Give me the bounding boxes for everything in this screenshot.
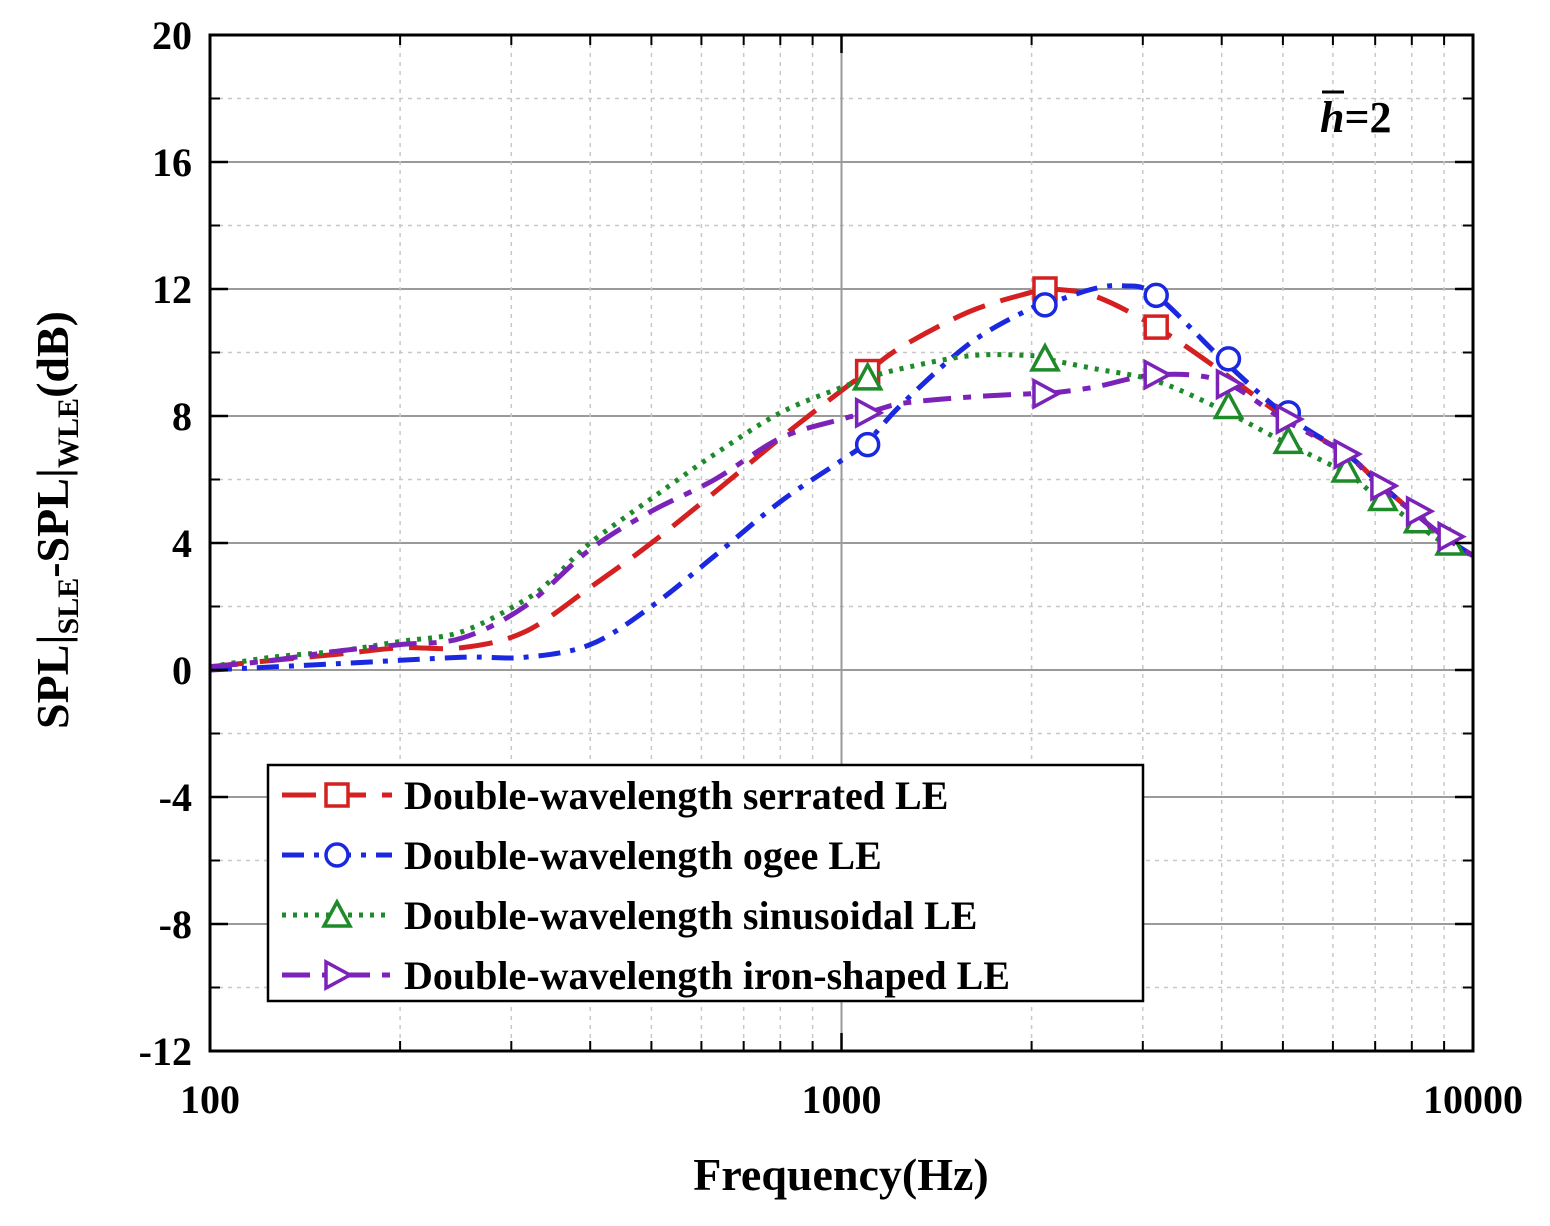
series-3	[210, 358, 1473, 670]
y-title-part: SPL|	[27, 634, 78, 729]
y-tick-label: -12	[139, 1029, 192, 1074]
data-point	[1215, 368, 1246, 401]
legend-label: Double-wavelength ogee LE	[404, 833, 882, 878]
legend-swatch-marker	[324, 959, 354, 991]
legend-entry: Double-wavelength iron-shaped LE	[282, 953, 1010, 998]
y-tick-label: 4	[172, 521, 192, 566]
x-tick-label: 10000	[1423, 1077, 1523, 1122]
y-title-sub: WLE	[52, 398, 85, 468]
data-point	[851, 361, 884, 391]
data-point	[1272, 424, 1305, 455]
data-point	[1215, 346, 1242, 372]
plot-series	[210, 276, 1473, 673]
annotation-var: h	[1320, 93, 1344, 142]
annotation: h=2	[1320, 90, 1392, 142]
legend-label: Double-wavelength iron-shaped LE	[404, 953, 1010, 998]
y-tick-label: 12	[152, 267, 192, 312]
y-tick-label: 8	[172, 394, 192, 439]
y-tick-label: -4	[159, 775, 192, 820]
annotation-text: h=2	[1320, 93, 1392, 142]
legend-label: Double-wavelength sinusoidal LE	[404, 893, 977, 938]
series-line	[210, 282, 1473, 673]
data-point	[1032, 377, 1062, 410]
x-axis-title: Frequency(Hz)	[693, 1149, 989, 1200]
legend-entry: Double-wavelength serrated LE	[282, 773, 948, 818]
data-point	[1405, 495, 1436, 528]
legend-swatch-marker	[324, 782, 350, 808]
data-point	[1143, 358, 1173, 391]
x-tick-label: 1000	[802, 1077, 882, 1122]
data-point	[854, 431, 881, 458]
y-title-sub: SLE	[52, 578, 85, 635]
y-axis-title: SPL|SLE-SPL|WLE(dB)	[27, 311, 85, 729]
y-tick-label: 20	[152, 13, 192, 58]
axis-ticks	[208, 33, 1475, 1053]
legend: Double-wavelength serrated LE Double-wave…	[266, 763, 1145, 1003]
series-line	[210, 286, 1473, 670]
y-tick-label: 0	[172, 648, 192, 693]
legend-swatch-marker	[324, 842, 350, 868]
data-point	[1370, 469, 1400, 502]
legend-box	[266, 763, 1145, 1003]
legend-entry: Double-wavelength ogee LE	[282, 833, 882, 878]
data-point	[1437, 520, 1467, 553]
series-line	[210, 352, 1473, 670]
annotation-rest: =2	[1344, 93, 1391, 142]
data-point	[1330, 453, 1363, 483]
data-point	[1143, 314, 1169, 340]
y-tick-label: -8	[159, 902, 192, 947]
y-title-part: (dB)	[27, 311, 78, 398]
legend-label: Double-wavelength serrated LE	[404, 773, 948, 818]
legend-swatch-marker	[321, 898, 353, 928]
data-point	[1275, 403, 1306, 436]
data-point	[1029, 342, 1061, 372]
legend-entry: Double-wavelength sinusoidal LE	[282, 893, 977, 938]
y-title-part: -SPL|	[27, 468, 78, 578]
data-point	[1333, 438, 1363, 471]
x-tick-label: 100	[180, 1077, 240, 1122]
data-point	[1032, 292, 1058, 318]
data-point	[1143, 282, 1169, 309]
data-point	[1212, 389, 1245, 420]
data-point	[854, 396, 885, 429]
tick-labels: -12 -8 -4 0 4 8 12 16 20 100 1000 10000	[139, 13, 1523, 1122]
y-tick-label: 16	[152, 140, 192, 185]
